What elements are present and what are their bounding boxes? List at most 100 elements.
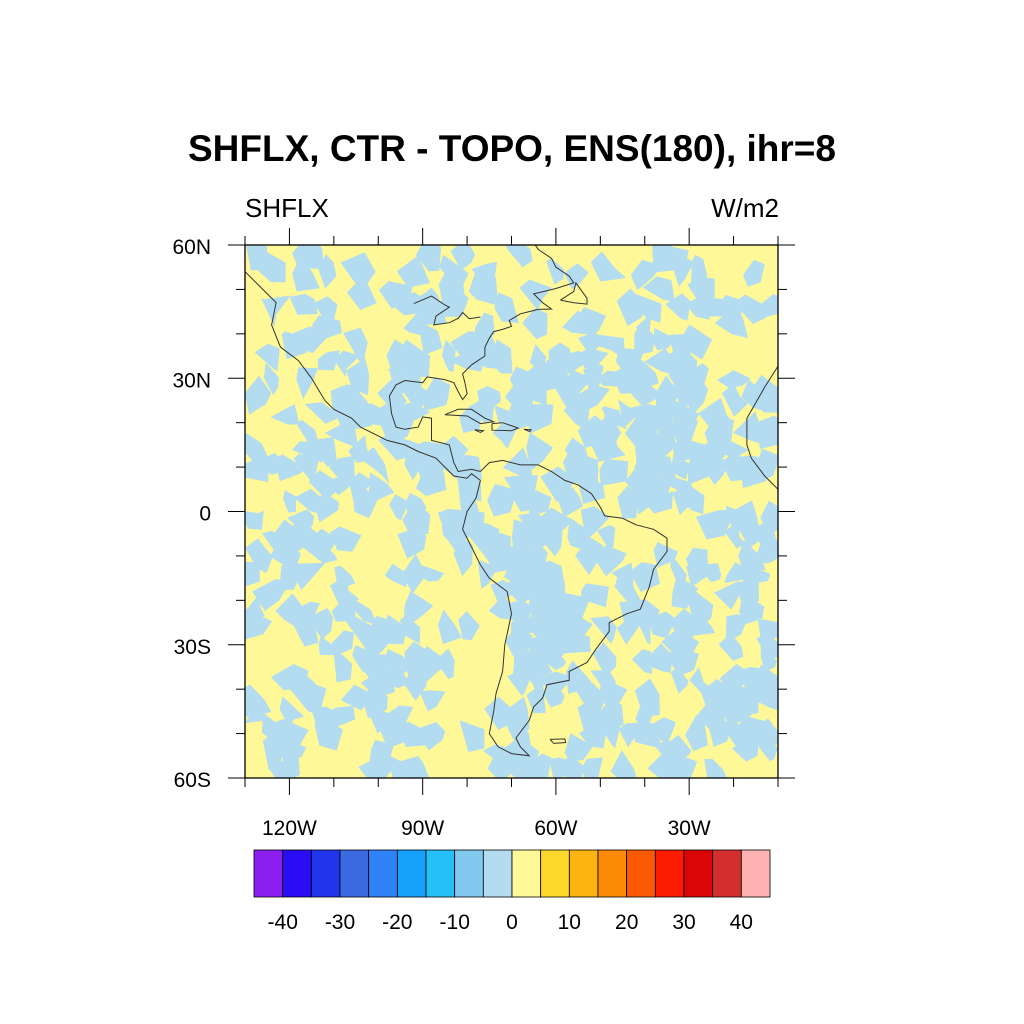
field-cell xyxy=(333,392,352,430)
field-cell xyxy=(441,339,456,373)
field-cell xyxy=(564,263,589,289)
field-cell xyxy=(502,447,533,485)
field-cell xyxy=(683,324,713,360)
field-cell xyxy=(314,713,343,751)
field-cell xyxy=(261,712,288,748)
field-cell xyxy=(630,259,662,291)
colorbar-swatch xyxy=(368,849,398,898)
field-cell xyxy=(434,286,469,317)
field-cell xyxy=(293,454,320,480)
field-cell xyxy=(399,615,421,644)
field-cell xyxy=(526,683,546,714)
field-cell xyxy=(270,404,300,425)
field-cell xyxy=(579,347,609,369)
field-cell xyxy=(540,466,574,502)
field-cell xyxy=(579,723,607,749)
colorbar-swatch xyxy=(626,849,656,898)
field-cell xyxy=(389,494,410,521)
field-cell xyxy=(714,304,749,339)
lat-tick-label: 30N xyxy=(172,369,211,392)
field-cell xyxy=(580,506,610,541)
field-cell xyxy=(289,326,327,354)
colorbar-swatch xyxy=(568,849,599,898)
lon-tick-label: 90W xyxy=(401,817,444,840)
flux-field xyxy=(245,245,778,778)
field-cell xyxy=(287,562,326,591)
field-cell xyxy=(262,736,282,771)
colorbar-swatch xyxy=(740,849,771,898)
field-cell xyxy=(333,350,361,378)
field-cell xyxy=(724,520,746,549)
field-cell xyxy=(528,490,552,517)
field-cell xyxy=(522,308,548,340)
coastline-newfoundland xyxy=(560,281,588,305)
colorbar-label: 0 xyxy=(506,911,518,934)
field-cell xyxy=(360,447,390,485)
colorbar-swatch xyxy=(454,849,484,898)
field-cell xyxy=(743,259,765,287)
field-cell xyxy=(597,525,616,552)
field-cell xyxy=(696,563,722,583)
colorbar-swatch xyxy=(396,849,427,898)
field-cell xyxy=(245,708,266,724)
field-cell xyxy=(273,454,307,482)
field-cell xyxy=(450,245,476,271)
variable-label: SHFLX xyxy=(245,193,329,223)
field-cell xyxy=(542,359,572,391)
field-cell xyxy=(642,276,675,302)
field-cell xyxy=(458,611,480,641)
field-cell xyxy=(739,592,765,625)
lat-tick-label: 0 xyxy=(199,503,211,526)
field-cell xyxy=(721,383,749,417)
field-cell xyxy=(307,608,334,640)
field-cell xyxy=(716,370,751,389)
coastline-falklands xyxy=(549,738,567,744)
field-cell xyxy=(283,490,296,513)
field-cell xyxy=(255,452,279,475)
coastline-americas-west xyxy=(245,271,531,757)
field-cell xyxy=(437,609,462,645)
field-cell xyxy=(441,524,466,555)
field-cell xyxy=(758,733,778,762)
field-cell xyxy=(501,736,540,769)
field-cell xyxy=(538,633,571,660)
field-cell xyxy=(670,667,689,694)
coastline-americas-east xyxy=(388,245,668,748)
field-cell xyxy=(565,660,592,695)
field-cell xyxy=(558,628,591,654)
field-cell xyxy=(738,539,766,571)
colorbar-label: -20 xyxy=(382,911,412,934)
field-cell xyxy=(289,680,327,715)
field-cell xyxy=(646,491,674,514)
field-cell xyxy=(629,562,661,592)
units-label: W/m2 xyxy=(711,193,779,223)
field-cell xyxy=(589,430,626,462)
field-cell xyxy=(733,294,767,324)
field-cell xyxy=(627,294,662,323)
field-cell xyxy=(749,684,778,711)
lat-tick-label: 60N xyxy=(172,236,211,259)
colorbar-label: 30 xyxy=(672,911,695,934)
field-cell xyxy=(590,251,627,282)
field-cell xyxy=(529,377,547,410)
field-cell xyxy=(734,716,769,747)
colorbar-swatch xyxy=(425,849,456,898)
field-cell xyxy=(261,295,291,327)
field-cell xyxy=(757,294,778,319)
field-cell xyxy=(571,307,607,337)
field-cell xyxy=(697,449,729,486)
field-cell xyxy=(324,423,359,449)
colorbar-swatch xyxy=(482,849,513,898)
field-cell xyxy=(521,753,552,778)
field-cell xyxy=(687,277,715,303)
field-cell xyxy=(731,735,759,762)
field-cell xyxy=(413,722,446,751)
field-cell xyxy=(313,296,338,326)
field-cells xyxy=(245,245,778,778)
field-cell xyxy=(468,399,495,423)
field-cell xyxy=(488,594,521,622)
field-cell xyxy=(314,492,339,523)
field-cell xyxy=(304,402,339,424)
field-cell xyxy=(526,432,554,471)
field-cell xyxy=(353,486,378,519)
